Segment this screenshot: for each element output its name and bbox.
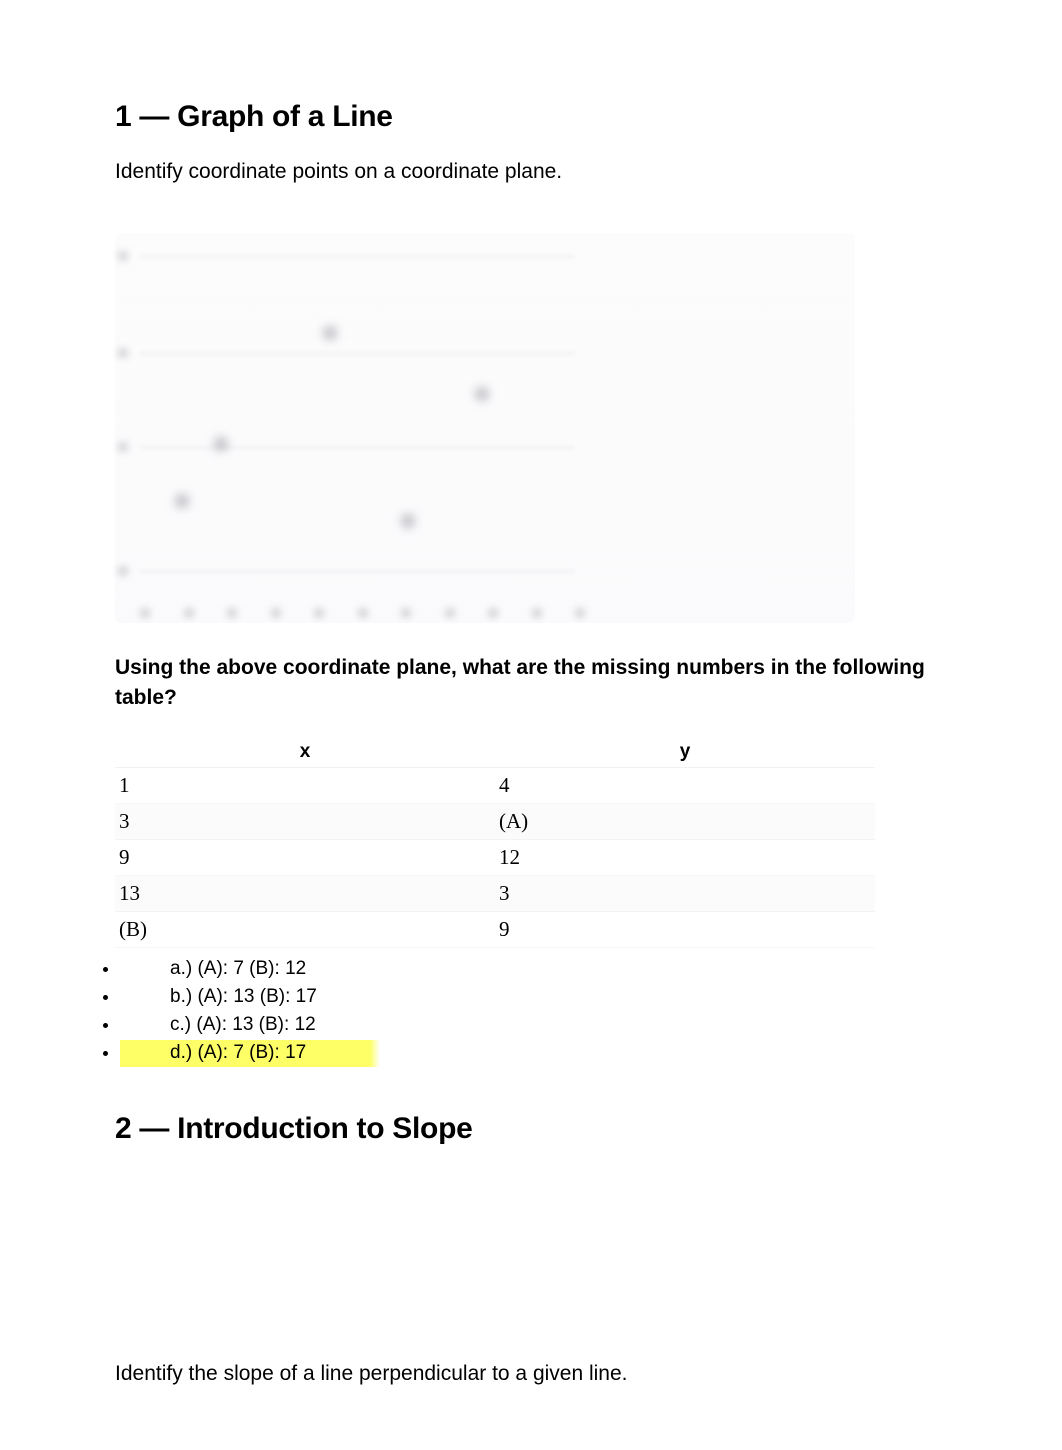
x-axis-label-blur bbox=[140, 608, 150, 618]
data-point bbox=[214, 437, 228, 451]
table-row: 14 bbox=[115, 768, 875, 804]
content-column: 1 — Graph of a Line Identify coordinate … bbox=[115, 100, 982, 1390]
answer-list: a.) (A): 7 (B): 12 b.) (A): 13 (B): 17 c… bbox=[115, 956, 982, 1067]
cell-x: 13 bbox=[115, 876, 495, 912]
section-2-intro: Identify the slope of a line perpendicul… bbox=[115, 1358, 982, 1390]
data-point bbox=[323, 326, 337, 340]
grid-line bbox=[140, 256, 575, 257]
section-2-body-gap bbox=[115, 1168, 982, 1358]
grid-line bbox=[140, 353, 575, 354]
table-row: 3(A) bbox=[115, 804, 875, 840]
chart-grid bbox=[140, 253, 575, 588]
xy-table: x y 143(A)912133(B)9 bbox=[115, 737, 875, 948]
table-row: 133 bbox=[115, 876, 875, 912]
table-row: 912 bbox=[115, 840, 875, 876]
section-2-title: 2 — Introduction to Slope bbox=[115, 1112, 982, 1146]
xy-table-wrapper: x y 143(A)912133(B)9 bbox=[115, 737, 982, 948]
y-axis-label-blur bbox=[118, 348, 128, 358]
cell-y: 9 bbox=[495, 912, 875, 948]
table-row: (B)9 bbox=[115, 912, 875, 948]
fade-overlay bbox=[115, 1208, 982, 1358]
col-header-x: x bbox=[115, 737, 495, 768]
cell-x: 9 bbox=[115, 840, 495, 876]
x-axis-label-blur bbox=[358, 608, 368, 618]
grid-line bbox=[140, 571, 575, 572]
grid-line bbox=[140, 447, 575, 448]
y-axis-label-blur bbox=[118, 566, 128, 576]
x-axis-label-blur bbox=[401, 608, 411, 618]
section-1-title: 1 — Graph of a Line bbox=[115, 100, 982, 134]
cell-y: 4 bbox=[495, 768, 875, 804]
col-header-y: y bbox=[495, 737, 875, 768]
answer-c: c.) (A): 13 (B): 12 bbox=[120, 1012, 982, 1039]
data-point bbox=[401, 514, 415, 528]
cell-x: 1 bbox=[115, 768, 495, 804]
y-axis-label-blur bbox=[118, 442, 128, 452]
answer-d: d.) (A): 7 (B): 17 bbox=[120, 1040, 982, 1067]
coordinate-plane-chart bbox=[115, 233, 855, 623]
data-point bbox=[175, 494, 189, 508]
x-axis-label-blur bbox=[575, 608, 585, 618]
data-point bbox=[475, 387, 489, 401]
section-1-intro: Identify coordinate points on a coordina… bbox=[115, 156, 982, 188]
x-axis-label-blur bbox=[184, 608, 194, 618]
x-axis-label-blur bbox=[488, 608, 498, 618]
x-axis-label-blur bbox=[445, 608, 455, 618]
cell-x: (B) bbox=[115, 912, 495, 948]
cell-x: 3 bbox=[115, 804, 495, 840]
cell-y: 12 bbox=[495, 840, 875, 876]
cell-y: 3 bbox=[495, 876, 875, 912]
x-axis-label-blur bbox=[271, 608, 281, 618]
cell-y: (A) bbox=[495, 804, 875, 840]
x-axis-label-blur bbox=[227, 608, 237, 618]
page: 1 — Graph of a Line Identify coordinate … bbox=[0, 0, 1062, 1450]
answer-b: b.) (A): 13 (B): 17 bbox=[120, 984, 982, 1011]
answer-a: a.) (A): 7 (B): 12 bbox=[120, 956, 982, 983]
x-axis-label-blur bbox=[532, 608, 542, 618]
question-text: Using the above coordinate plane, what a… bbox=[115, 653, 982, 714]
y-axis-label-blur bbox=[118, 251, 128, 261]
x-axis-label-blur bbox=[314, 608, 324, 618]
